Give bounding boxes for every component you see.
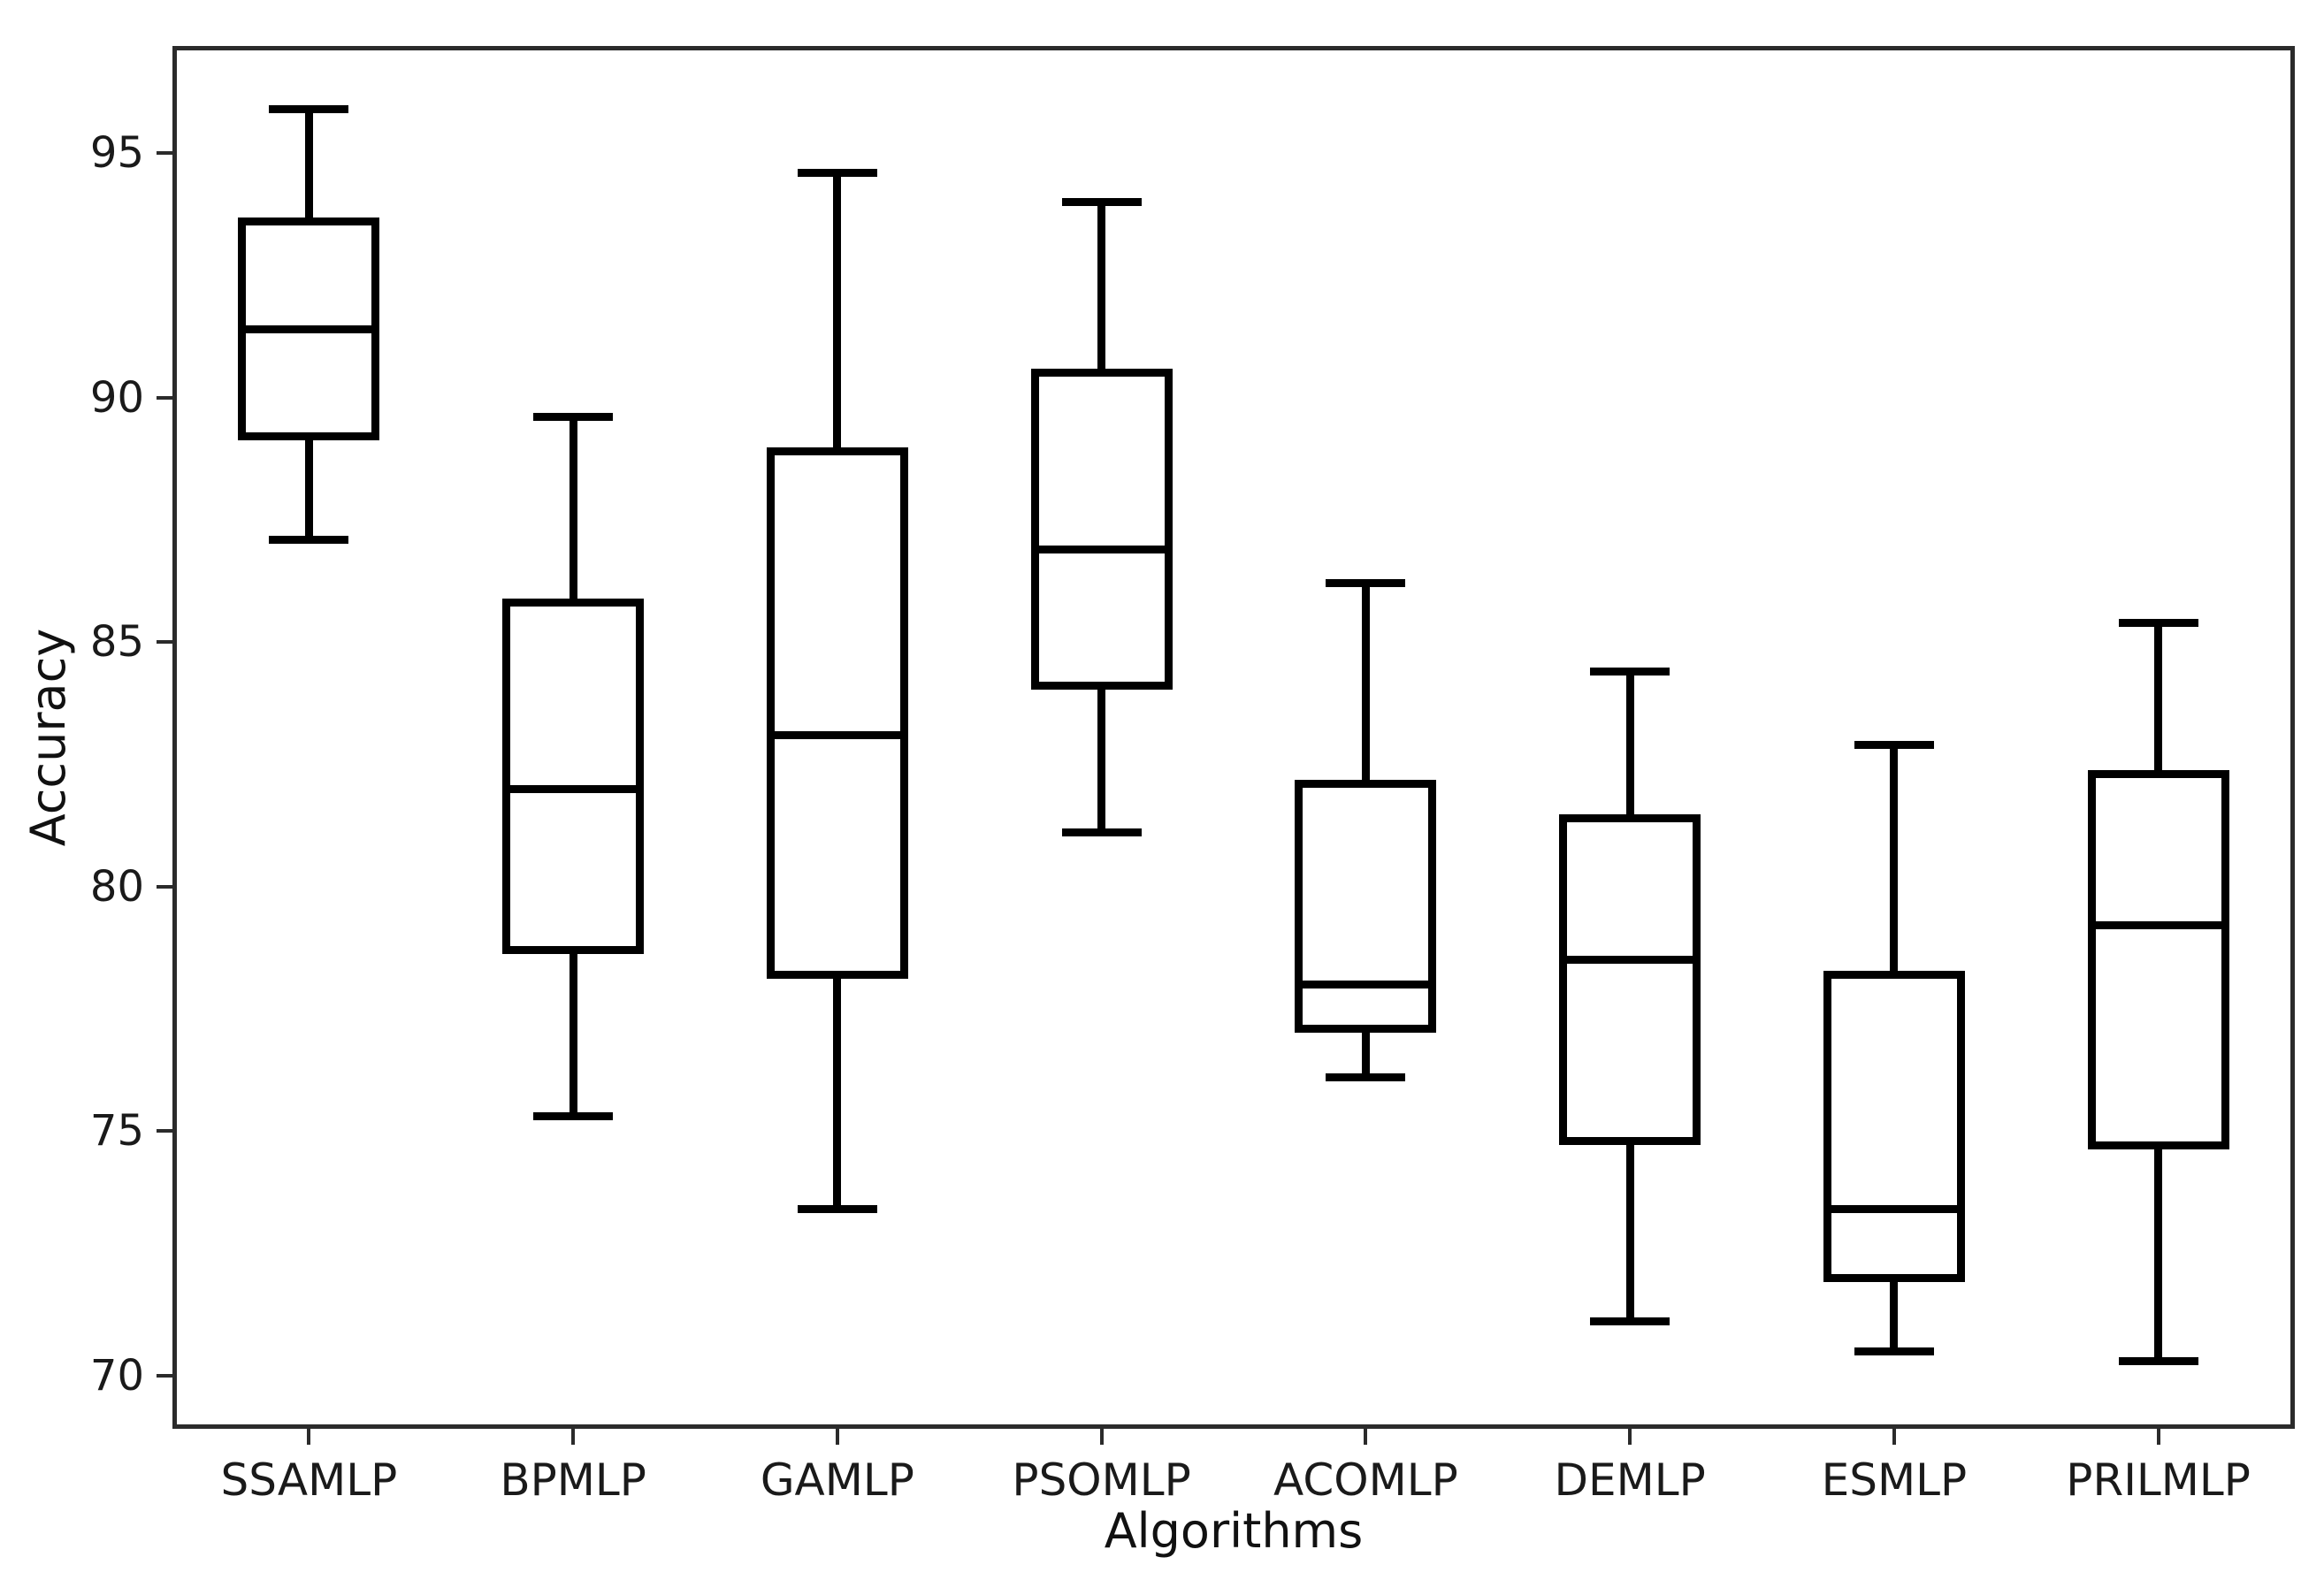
y-tick-label: 90 xyxy=(89,372,144,423)
x-tick-mark xyxy=(571,1429,576,1445)
x-tick-label: GAMLP xyxy=(760,1454,914,1506)
y-tick-mark xyxy=(157,1129,172,1133)
y-tick-mark xyxy=(157,151,172,156)
upper-cap-SSAMLP xyxy=(269,104,349,113)
median-PSOMLP xyxy=(1038,545,1165,553)
lower-whisker-PRILMLP xyxy=(2154,1141,2163,1362)
x-tick-mark xyxy=(835,1429,839,1445)
y-tick-mark xyxy=(157,884,172,889)
lower-cap-PRILMLP xyxy=(2118,1356,2198,1365)
lower-cap-GAMLP xyxy=(797,1205,877,1214)
y-tick-mark xyxy=(157,395,172,400)
x-tick-label: PRILMLP xyxy=(2066,1454,2251,1506)
upper-cap-DEMLP xyxy=(1590,667,1670,676)
lower-cap-SSAMLP xyxy=(269,535,349,544)
upper-cap-PSOMLP xyxy=(1061,197,1142,206)
lower-cap-ESMLP xyxy=(1854,1347,1934,1355)
y-tick-mark xyxy=(157,1373,172,1378)
y-tick-label: 95 xyxy=(89,128,144,179)
x-tick-label: SSAMLP xyxy=(220,1454,398,1506)
lower-whisker-ESMLP xyxy=(1890,1273,1899,1352)
upper-whisker-ACOMLP xyxy=(1361,583,1370,789)
upper-cap-PRILMLP xyxy=(2118,618,2198,627)
upper-whisker-BPMLP xyxy=(569,416,577,607)
x-axis-title: Algorithms xyxy=(1104,1503,1364,1559)
iqr-box-PSOMLP xyxy=(1030,369,1173,691)
lower-whisker-SSAMLP xyxy=(304,432,313,539)
iqr-box-PRILMLP xyxy=(2087,769,2229,1150)
x-tick-label: ESMLP xyxy=(1821,1454,1968,1506)
upper-whisker-ESMLP xyxy=(1890,744,1899,979)
median-DEMLP xyxy=(1567,956,1693,965)
x-tick-label: DEMLP xyxy=(1554,1454,1706,1506)
lower-cap-BPMLP xyxy=(533,1112,614,1121)
lower-whisker-DEMLP xyxy=(1625,1136,1634,1322)
x-tick-mark xyxy=(2156,1429,2160,1445)
lower-whisker-ACOMLP xyxy=(1361,1024,1370,1078)
upper-cap-ACOMLP xyxy=(1326,579,1406,588)
iqr-box-DEMLP xyxy=(1559,813,1701,1145)
median-SSAMLP xyxy=(246,324,372,333)
iqr-box-ESMLP xyxy=(1823,970,1965,1282)
median-GAMLP xyxy=(774,730,900,739)
upper-cap-BPMLP xyxy=(533,413,614,422)
lower-whisker-PSOMLP xyxy=(1097,682,1106,833)
lower-cap-PSOMLP xyxy=(1061,828,1142,837)
y-tick-label: 85 xyxy=(89,617,144,668)
x-tick-mark xyxy=(1628,1429,1632,1445)
x-tick-mark xyxy=(307,1429,311,1445)
lower-whisker-BPMLP xyxy=(569,946,577,1117)
x-tick-label: PSOMLP xyxy=(1012,1454,1191,1506)
iqr-box-ACOMLP xyxy=(1295,780,1437,1033)
y-tick-label: 70 xyxy=(89,1350,144,1401)
upper-whisker-PSOMLP xyxy=(1097,202,1106,378)
upper-cap-GAMLP xyxy=(797,168,877,177)
lower-whisker-GAMLP xyxy=(833,970,842,1210)
y-tick-label: 75 xyxy=(89,1106,144,1156)
median-PRILMLP xyxy=(2095,921,2221,930)
median-ACOMLP xyxy=(1303,980,1429,988)
upper-whisker-PRILMLP xyxy=(2154,622,2163,778)
y-tick-mark xyxy=(157,640,172,645)
lower-cap-DEMLP xyxy=(1590,1317,1670,1326)
x-tick-mark xyxy=(1364,1429,1368,1445)
y-tick-label: 80 xyxy=(89,861,144,912)
iqr-box-GAMLP xyxy=(766,447,908,979)
upper-cap-ESMLP xyxy=(1854,740,1934,749)
x-tick-label: ACOMLP xyxy=(1273,1454,1458,1506)
plot-area xyxy=(172,46,2295,1429)
upper-whisker-GAMLP xyxy=(833,172,842,455)
lower-cap-ACOMLP xyxy=(1326,1072,1406,1081)
iqr-box-BPMLP xyxy=(502,599,645,955)
x-tick-mark xyxy=(1099,1429,1104,1445)
median-BPMLP xyxy=(510,784,637,793)
upper-whisker-SSAMLP xyxy=(304,109,313,226)
upper-whisker-DEMLP xyxy=(1625,671,1634,822)
x-tick-label: BPMLP xyxy=(500,1454,646,1506)
median-ESMLP xyxy=(1831,1205,1957,1214)
x-tick-mark xyxy=(1892,1429,1896,1445)
